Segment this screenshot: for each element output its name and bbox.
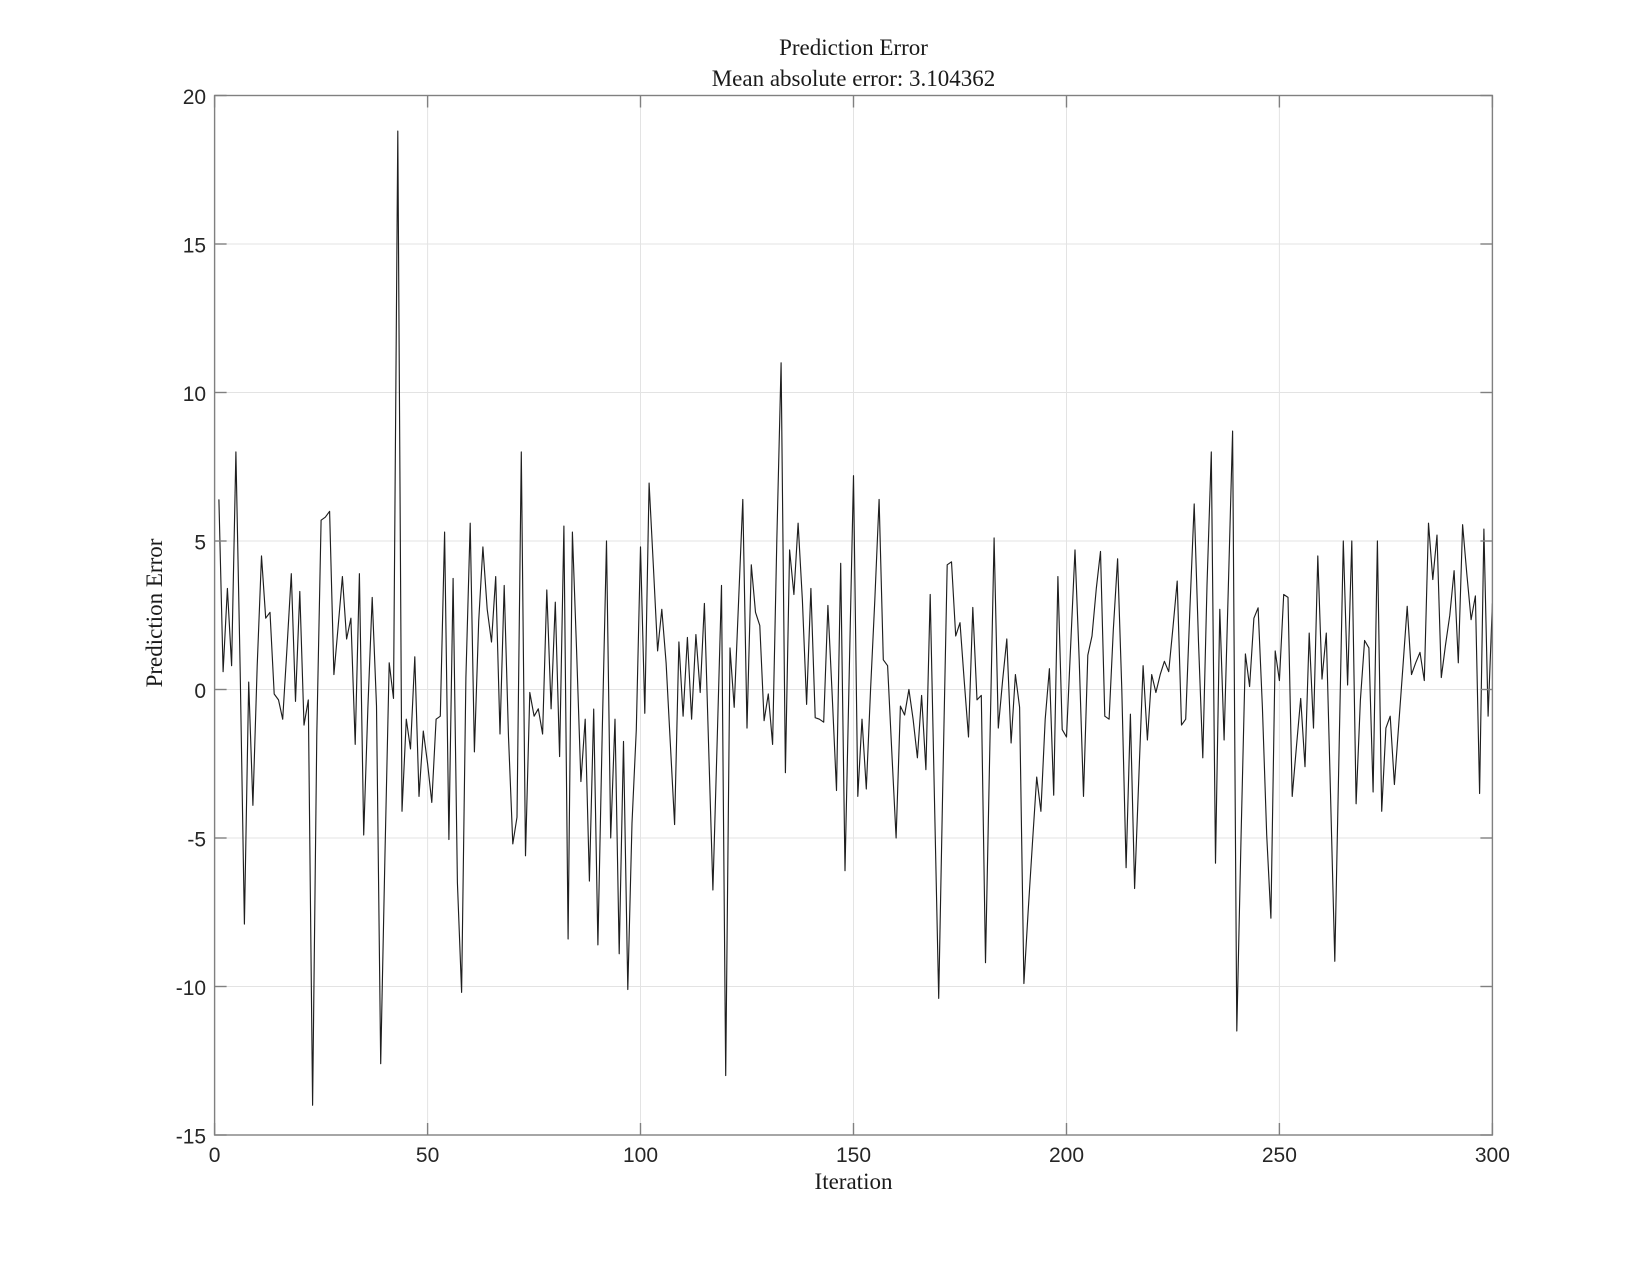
- svg-text:Mean absolute error: 3.104362: Mean absolute error: 3.104362: [712, 66, 996, 91]
- svg-text:-15: -15: [176, 1126, 206, 1149]
- svg-text:300: 300: [1475, 1144, 1510, 1167]
- svg-text:150: 150: [836, 1144, 871, 1167]
- svg-text:10: 10: [183, 383, 206, 406]
- svg-text:Prediction Error: Prediction Error: [779, 35, 928, 60]
- svg-text:0: 0: [209, 1144, 221, 1167]
- svg-text:-5: -5: [187, 829, 206, 852]
- svg-text:50: 50: [416, 1144, 439, 1167]
- svg-text:-10: -10: [176, 977, 206, 1000]
- svg-text:20: 20: [183, 86, 206, 109]
- svg-text:15: 15: [183, 235, 206, 258]
- svg-text:Iteration: Iteration: [815, 1169, 893, 1194]
- svg-text:200: 200: [1049, 1144, 1084, 1167]
- svg-text:5: 5: [194, 532, 206, 555]
- svg-text:0: 0: [194, 680, 206, 703]
- svg-text:250: 250: [1262, 1144, 1297, 1167]
- svg-text:100: 100: [623, 1144, 658, 1167]
- svg-text:Prediction Error: Prediction Error: [142, 538, 167, 687]
